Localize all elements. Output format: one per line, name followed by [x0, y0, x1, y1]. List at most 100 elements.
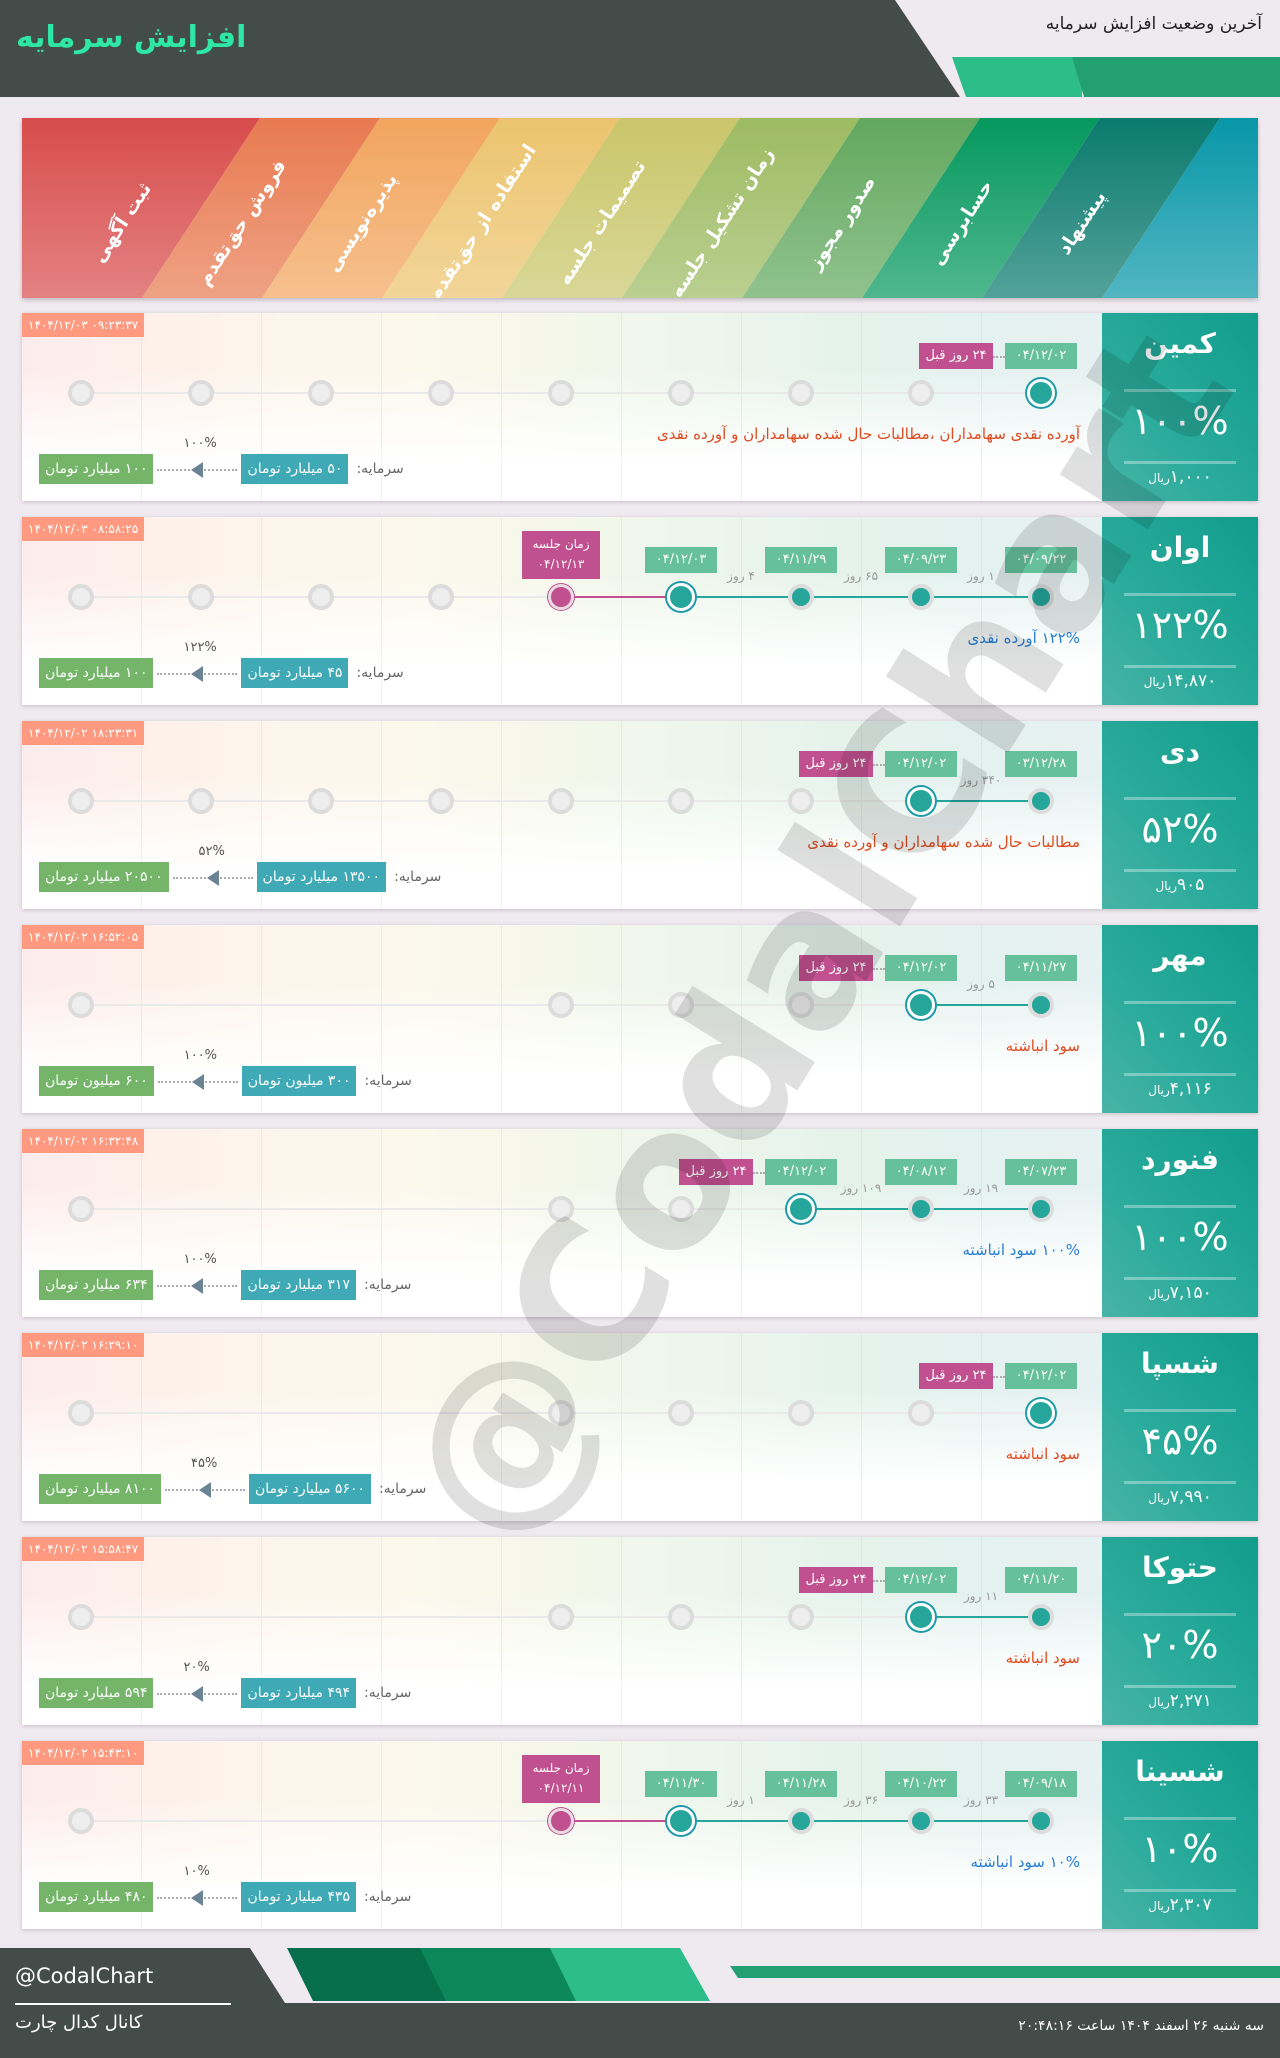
- symbol-panel[interactable]: مهر ۱۰۰% ۴,۱۱۶ریال: [1102, 925, 1258, 1113]
- symbol-name[interactable]: شسینا: [1135, 1755, 1225, 1788]
- stage-node-inactive[interactable]: [308, 788, 334, 814]
- stage-node-inactive[interactable]: [548, 380, 574, 406]
- column-divider: [741, 517, 742, 705]
- stage-node-current[interactable]: [907, 991, 935, 1019]
- stage-node-current[interactable]: [667, 1807, 695, 1835]
- stage-node-inactive[interactable]: [788, 1400, 814, 1426]
- stage-node-inactive[interactable]: [68, 1400, 94, 1426]
- stage-date: ۰۴/۰۹/۱۸: [1005, 1771, 1077, 1797]
- stage-node-active[interactable]: [908, 1808, 934, 1834]
- symbol-name[interactable]: فنورد: [1141, 1143, 1219, 1176]
- capital-after: ۱۰۰ میلیارد تومان: [39, 454, 154, 484]
- stage-node-inactive[interactable]: [788, 1604, 814, 1630]
- symbol-name[interactable]: حتوکا: [1142, 1551, 1218, 1584]
- stage-node-inactive[interactable]: [428, 584, 454, 610]
- stage-node-current[interactable]: [667, 583, 695, 611]
- symbol-panel[interactable]: کمین ۱۰۰% ۱,۰۰۰ریال: [1102, 313, 1258, 501]
- company-row[interactable]: ۰۴/۰۷/۲۳ ۰۴/۰۸/۱۲ ۰۴/۱۲/۰۲ ۱۹ روز ۱۰۹ روز ۲۴ …: [22, 1129, 1258, 1317]
- stage-node-current[interactable]: [907, 787, 935, 815]
- stage-node-active[interactable]: [1028, 1808, 1054, 1834]
- days-between: ۱ روز: [727, 1793, 755, 1807]
- stage-node-inactive[interactable]: [308, 584, 334, 610]
- stage-node-inactive[interactable]: [188, 380, 214, 406]
- company-row[interactable]: ۰۴/۰۹/۱۸ ۰۴/۱۰/۲۲ ۰۴/۱۱/۲۸ ۰۴/۱۱/۳۰ ۳۳ روز ۳۶…: [22, 1741, 1258, 1929]
- stage-node-active[interactable]: [1028, 788, 1054, 814]
- stage-node-active[interactable]: [1028, 1196, 1054, 1222]
- stage-node-inactive[interactable]: [668, 992, 694, 1018]
- stage-node-active[interactable]: [1028, 1604, 1054, 1630]
- stage-node-inactive[interactable]: [668, 788, 694, 814]
- stage-node-inactive[interactable]: [188, 584, 214, 610]
- symbol-panel[interactable]: دی ۵۲% ۹۰۵ریال: [1102, 721, 1258, 909]
- price-unit: ریال: [1148, 471, 1170, 485]
- days-ago-badge: ۲۴ روز قبل: [799, 955, 873, 981]
- stage-node-inactive[interactable]: [668, 1604, 694, 1630]
- stage-node-inactive[interactable]: [68, 788, 94, 814]
- stage-node-current[interactable]: [1027, 1399, 1055, 1427]
- stage-node-inactive[interactable]: [548, 788, 574, 814]
- stage-node-inactive[interactable]: [548, 1196, 574, 1222]
- stage-node-inactive[interactable]: [68, 1808, 94, 1834]
- capital-before: ۵۰ میلیارد تومان: [241, 454, 349, 484]
- company-row[interactable]: ۰۴/۰۹/۲۲ ۰۴/۰۹/۲۳ ۰۴/۱۱/۲۹ ۰۴/۱۲/۰۳ ۱ روز ۶۵ …: [22, 517, 1258, 705]
- stage-node-inactive[interactable]: [548, 1400, 574, 1426]
- stage-node-inactive[interactable]: [68, 992, 94, 1018]
- symbol-panel[interactable]: فنورد ۱۰۰% ۷,۱۵۰ریال: [1102, 1129, 1258, 1317]
- stage-node-active[interactable]: [788, 1808, 814, 1834]
- days-ago-badge: ۲۴ روز قبل: [799, 1567, 873, 1593]
- increase-percent-big: ۱۰۰%: [1131, 1215, 1229, 1259]
- stage-node-active[interactable]: [788, 584, 814, 610]
- stage-node-inactive[interactable]: [908, 380, 934, 406]
- capital-after: ۴۸۰ میلیارد تومان: [39, 1882, 154, 1912]
- symbol-name[interactable]: کمین: [1144, 327, 1216, 360]
- symbol-name[interactable]: دی: [1159, 735, 1201, 768]
- stage-node-inactive[interactable]: [788, 788, 814, 814]
- company-row[interactable]: ۰۴/۱۲/۰۲ ۲۴ روز قبل آورده نقدی سهامداران ،…: [22, 313, 1258, 501]
- stage-node-active[interactable]: [908, 584, 934, 610]
- stage-node-active[interactable]: [1028, 992, 1054, 1018]
- company-row[interactable]: ۰۴/۱۲/۰۲ ۲۴ روز قبل سود انباشته ۱۴۰۴/۱۲/۰۲ …: [22, 1333, 1258, 1521]
- stage-node-current[interactable]: [1027, 379, 1055, 407]
- stage-node-inactive[interactable]: [428, 788, 454, 814]
- symbol-name[interactable]: مهر: [1153, 939, 1207, 972]
- timeline-track: ۰۴/۱۱/۲۷ ۰۴/۱۲/۰۲ ۵ روز ۲۴ روز قبل سود انباش…: [22, 925, 1102, 1113]
- capital-arrow: ۱۰۰%: [153, 1252, 241, 1300]
- stage-node-active[interactable]: [1028, 584, 1054, 610]
- capital-label: سرمایه:: [394, 869, 442, 885]
- days-ago-badge: ۲۴ روز قبل: [919, 343, 993, 369]
- stage-node-active[interactable]: [908, 1196, 934, 1222]
- stage-node-inactive[interactable]: [428, 380, 454, 406]
- symbol-panel[interactable]: حتوکا ۲۰% ۲,۲۷۱ریال: [1102, 1537, 1258, 1725]
- stage-node-inactive[interactable]: [68, 380, 94, 406]
- stage-node-inactive[interactable]: [68, 584, 94, 610]
- symbol-panel[interactable]: شسینا ۱۰% ۲,۳۰۷ریال: [1102, 1741, 1258, 1929]
- symbol-panel[interactable]: شسپا ۴۵% ۷,۹۹۰ریال: [1102, 1333, 1258, 1521]
- company-row[interactable]: ۰۴/۱۱/۲۷ ۰۴/۱۲/۰۲ ۵ روز ۲۴ روز قبل سود انباش…: [22, 925, 1258, 1113]
- stage-node-current[interactable]: [907, 1603, 935, 1631]
- stage-node-inactive[interactable]: [548, 992, 574, 1018]
- symbol-name[interactable]: شسپا: [1141, 1347, 1219, 1380]
- share-price: ۷,۹۹۰ریال: [1102, 1487, 1258, 1507]
- stage-node-inactive[interactable]: [788, 380, 814, 406]
- stage-node-inactive[interactable]: [308, 380, 334, 406]
- company-row[interactable]: ۰۴/۱۱/۲۰ ۰۴/۱۲/۰۲ ۱۱ روز ۲۴ روز قبل سود انبا…: [22, 1537, 1258, 1725]
- stage-node-inactive[interactable]: [908, 1400, 934, 1426]
- stage-node-inactive[interactable]: [668, 380, 694, 406]
- stage-node-current[interactable]: [787, 1195, 815, 1223]
- stage-node-inactive[interactable]: [788, 992, 814, 1018]
- symbol-panel[interactable]: اوان ۱۲۲% ۱۴,۸۷۰ریال: [1102, 517, 1258, 705]
- stage-node-meeting[interactable]: [548, 584, 574, 610]
- stage-node-inactive[interactable]: [668, 1196, 694, 1222]
- stage-node-inactive[interactable]: [68, 1604, 94, 1630]
- share-price: ۱۴,۸۷۰ریال: [1102, 671, 1258, 691]
- stage-node-inactive[interactable]: [188, 788, 214, 814]
- symbol-name[interactable]: اوان: [1149, 531, 1211, 564]
- stage-node-inactive[interactable]: [668, 1400, 694, 1426]
- price-value: ۷,۱۵۰: [1169, 1283, 1212, 1303]
- company-row[interactable]: ۰۳/۱۲/۲۸ ۰۴/۱۲/۰۲ ۳۴۰ روز ۲۴ روز قبل مطالبات…: [22, 721, 1258, 909]
- column-divider: [741, 1741, 742, 1929]
- stage-date: ۰۴/۱۲/۰۲: [765, 1159, 837, 1185]
- stage-node-inactive[interactable]: [68, 1196, 94, 1222]
- stage-node-inactive[interactable]: [548, 1604, 574, 1630]
- stage-node-meeting[interactable]: [548, 1808, 574, 1834]
